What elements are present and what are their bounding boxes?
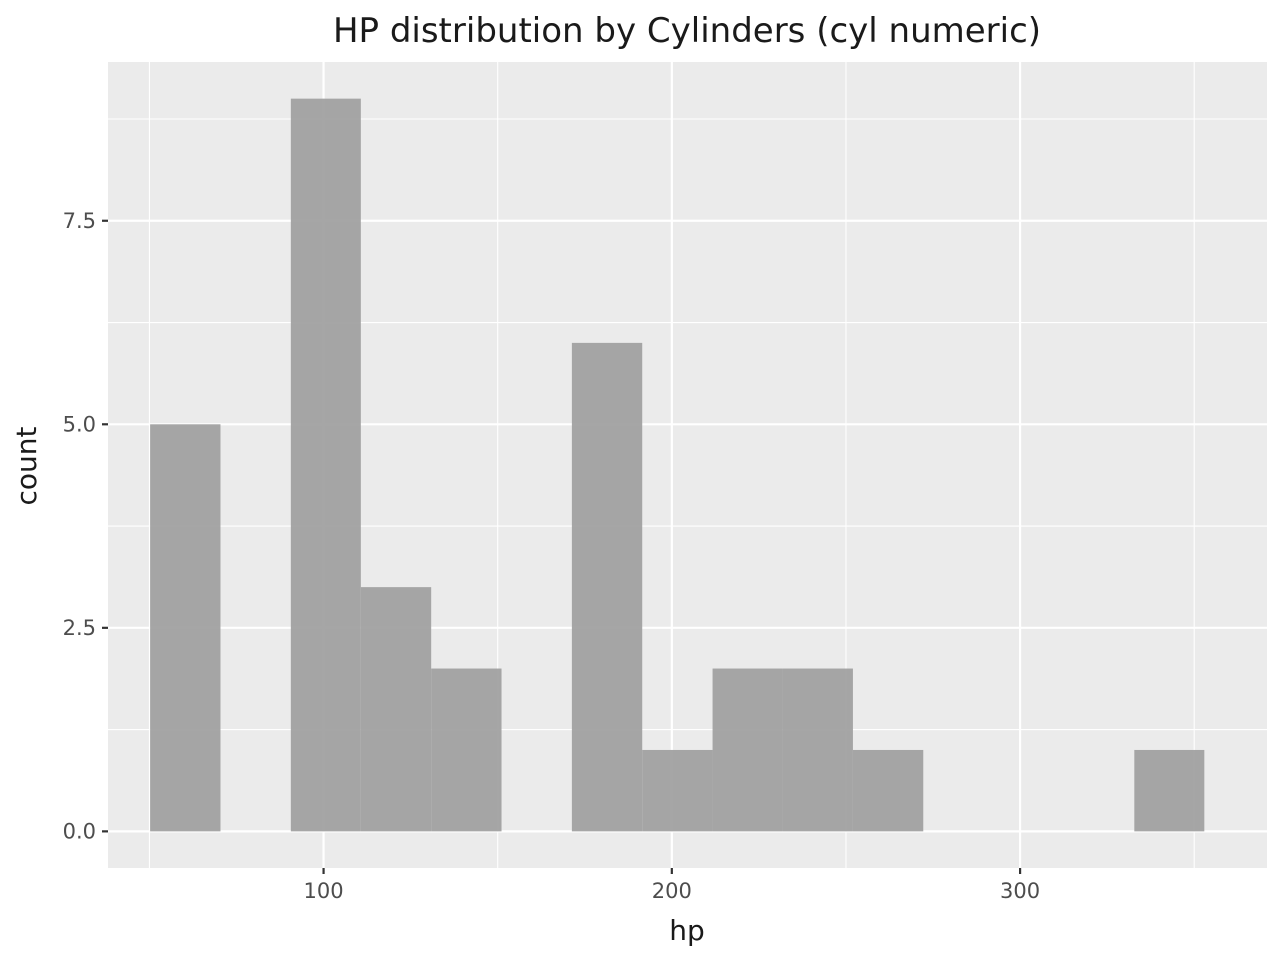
histogram-bar	[852, 749, 924, 832]
y-tick-label: 0.0	[63, 819, 96, 843]
y-tick-label: 2.5	[63, 616, 96, 640]
histogram-bar	[642, 749, 713, 832]
chart-title: HP distribution by Cylinders (cyl numeri…	[333, 11, 1041, 51]
histogram-bar	[782, 668, 853, 832]
y-tick-label: 7.5	[63, 209, 96, 233]
histogram-bar	[1134, 749, 1205, 832]
y-tick-label: 5.0	[63, 412, 96, 436]
histogram-bar	[360, 587, 432, 832]
y-axis: 0.0 2.5 5.0 7.5	[63, 209, 108, 843]
x-tick-label: 300	[1000, 879, 1040, 903]
plot-panel	[108, 62, 1267, 868]
y-axis-title: count	[10, 426, 43, 505]
x-axis-title: hp	[669, 914, 705, 947]
histogram-bar	[712, 668, 783, 832]
x-axis: 100 200 300	[304, 868, 1040, 903]
x-tick-label: 200	[652, 879, 692, 903]
histogram-bar	[150, 424, 221, 832]
histogram-bar	[290, 98, 361, 832]
histogram-bar	[571, 342, 643, 832]
histogram-bar	[431, 668, 502, 832]
x-tick-label: 100	[304, 879, 344, 903]
bars	[150, 98, 1205, 832]
